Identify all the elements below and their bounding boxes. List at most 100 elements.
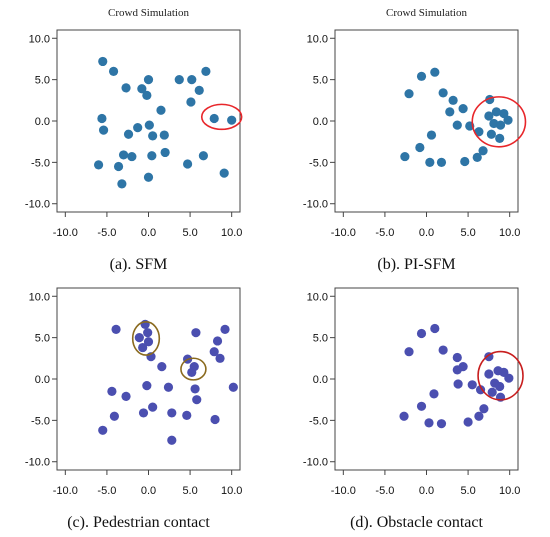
data-point — [97, 113, 107, 124]
data-point — [160, 147, 170, 158]
data-point — [463, 417, 473, 427]
y-tick-label: -5.0 — [309, 157, 328, 169]
data-point — [121, 83, 131, 93]
data-point — [134, 333, 144, 343]
data-point — [430, 323, 440, 334]
data-point — [416, 328, 427, 339]
x-tick-label: -10.0 — [331, 227, 356, 239]
data-point — [118, 150, 129, 160]
x-tick-label: 5.0 — [182, 227, 197, 239]
panel-caption: (d). Obstacle contact — [350, 514, 483, 531]
y-tick-label: -5.0 — [31, 415, 50, 427]
x-tick-label: 0.0 — [419, 227, 434, 239]
y-tick-label: 5.0 — [35, 333, 50, 345]
data-point — [159, 130, 169, 140]
x-tick-label: -10.0 — [53, 227, 78, 239]
y-tick-label: 10.0 — [307, 291, 328, 303]
x-tick-label: 5.0 — [182, 485, 197, 497]
data-point — [182, 410, 192, 420]
x-tick-label: 5.0 — [460, 485, 475, 497]
panel-2: -10.0 -5.0 0.0 5.0 10.0 -10.0 -5.0 0.0 5.0 10.0 (c… — [25, 287, 242, 531]
panels: Crowd Simulation-10.0 -5.0 0.0 5.0 10.0-10.0… — [25, 7, 527, 531]
data-point — [474, 411, 484, 421]
data-point — [479, 404, 489, 414]
data-point — [212, 336, 223, 346]
x-tick-label: -5.0 — [97, 485, 116, 497]
data-point — [93, 160, 104, 170]
data-point — [167, 408, 177, 418]
data-point — [491, 107, 501, 117]
data-point — [448, 95, 458, 105]
data-point — [503, 115, 513, 125]
panel-0: Crowd Simulation -10.0 -5.0 0.0 5.0 10.0 -10.0… — [25, 7, 243, 273]
data-point — [147, 151, 157, 161]
data-point — [148, 402, 158, 412]
data-point — [430, 67, 440, 77]
y-tick-label: 0.0 — [313, 116, 328, 128]
data-point — [504, 373, 514, 383]
data-point — [495, 133, 505, 143]
data-point — [144, 120, 154, 130]
data-point — [117, 179, 127, 189]
x-tick-label: -5.0 — [97, 227, 116, 239]
panel-caption: (a). SFM — [110, 256, 168, 273]
y-tick-label: -10.0 — [25, 199, 50, 211]
data-point — [475, 385, 486, 395]
y-tick-label: -5.0 — [309, 415, 328, 427]
data-point — [484, 369, 494, 379]
data-point — [478, 146, 488, 156]
x-tick-label: -5.0 — [375, 227, 394, 239]
y-tick-label: 5.0 — [313, 333, 328, 345]
data-point — [138, 342, 148, 353]
data-point — [123, 129, 134, 139]
chart-title: Crowd Simulation — [108, 7, 189, 19]
data-point — [157, 361, 167, 372]
data-point — [228, 382, 238, 392]
data-point — [416, 401, 427, 411]
data-point — [142, 381, 152, 391]
y-tick-label: -10.0 — [303, 199, 328, 211]
data-point — [445, 107, 455, 117]
data-point — [458, 103, 468, 114]
chart-title: Crowd Simulation — [386, 7, 467, 19]
panel-3: -10.0 -5.0 0.0 5.0 10.0 -10.0 -5.0 0.0 5.0 10.0 (d… — [303, 287, 524, 531]
data-point — [436, 419, 447, 429]
highlight-ellipse — [471, 96, 527, 148]
data-point — [98, 56, 108, 67]
data-point — [121, 391, 131, 401]
data-point — [227, 115, 237, 125]
data-point — [98, 125, 109, 135]
data-point — [210, 414, 220, 425]
panel-caption: (b). PI-SFM — [377, 256, 455, 273]
data-point — [400, 151, 410, 162]
highlight-ellipse — [180, 357, 207, 381]
data-point — [404, 89, 414, 99]
data-point — [474, 127, 484, 137]
x-tick-label: -10.0 — [331, 485, 356, 497]
data-point — [98, 425, 108, 435]
data-point — [438, 345, 448, 355]
data-point — [487, 387, 497, 397]
data-point — [467, 380, 477, 390]
data-point — [133, 123, 143, 133]
data-point — [215, 353, 225, 363]
data-point — [201, 66, 211, 76]
data-point — [209, 113, 219, 124]
data-point — [438, 88, 448, 98]
data-point — [425, 157, 435, 167]
data-point — [113, 161, 124, 172]
data-point — [187, 367, 197, 377]
data-point — [424, 418, 434, 428]
data-point — [127, 151, 137, 162]
data-point — [190, 384, 200, 394]
data-point — [495, 120, 506, 130]
data-point — [499, 108, 509, 119]
x-tick-label: 10.0 — [221, 227, 242, 239]
panel-1: Crowd Simulation -10.0 -5.0 0.0 5.0 10.0 -10.0… — [303, 7, 527, 273]
data-point — [109, 411, 119, 421]
data-point — [219, 168, 229, 178]
data-point — [209, 347, 219, 357]
data-point — [138, 408, 149, 418]
data-point — [472, 152, 482, 162]
data-point — [416, 71, 427, 81]
